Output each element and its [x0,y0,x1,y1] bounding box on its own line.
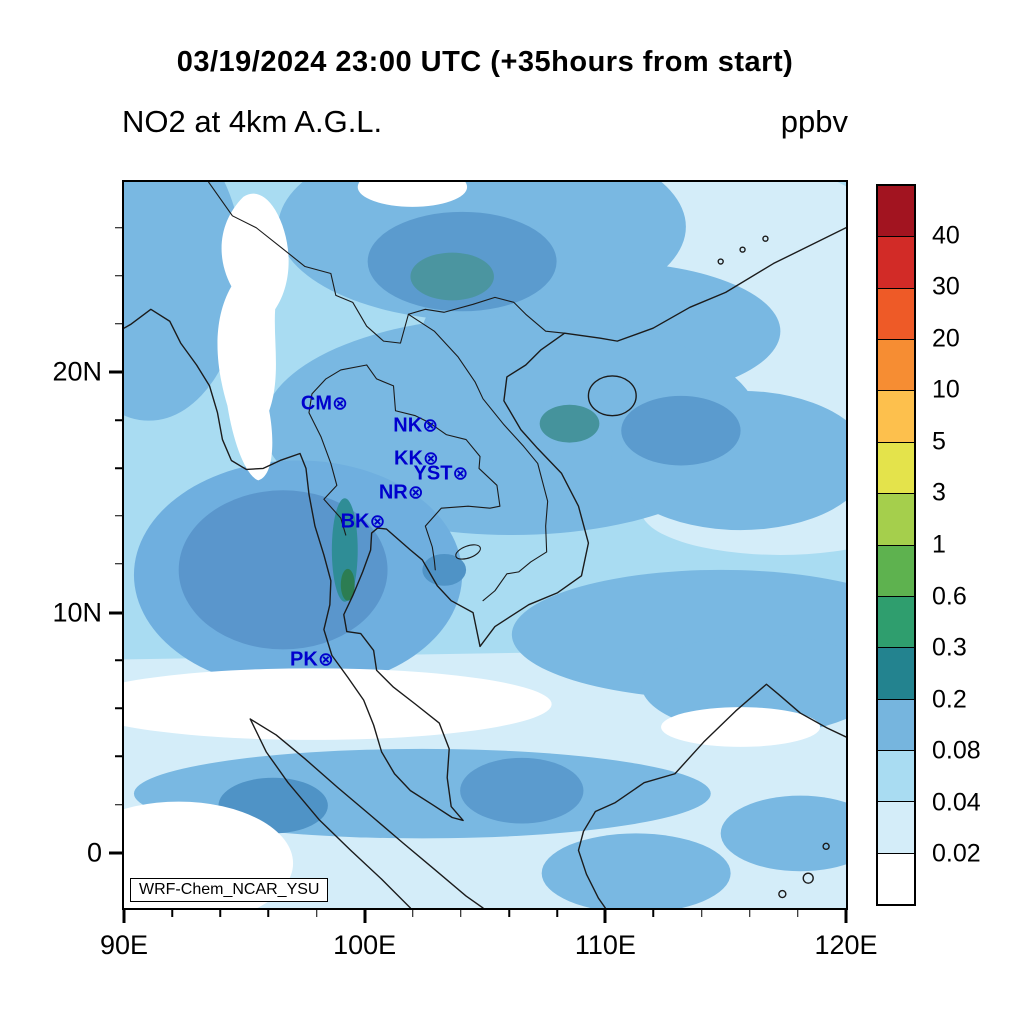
colorbar-segment [878,801,914,853]
station-kk: KK⊗ [394,447,439,470]
colorbar-label: 0.3 [932,633,967,662]
x-axis-minor-tick [749,908,751,917]
x-axis-label: 100E [333,930,397,960]
map-area: WRF-Chem_NCAR_YSU CM⊗ NK⊗ KK⊗ YST⊗ NR⊗ BK⊗ PK⊗… [52,180,878,960]
colorbar-label: 5 [932,427,946,456]
colorbar-segment [878,287,914,340]
colorbar-segment [878,186,914,237]
station-marker-icon: ⊗ [317,649,334,671]
station-label: BK [340,510,370,533]
station-label: KK [394,447,423,470]
units-label: ppbv [780,104,848,139]
station-marker-icon: ⊗ [422,448,439,470]
x-axis-major-tick [363,908,367,923]
colorbar-label: 40 [932,221,960,250]
x-axis-minor-tick [700,908,703,917]
station-cm: CM⊗ [301,393,348,416]
map-graphic [124,182,846,908]
colorbar-segment [878,339,914,391]
station-label: YST [413,462,453,485]
colorbar-segment [878,544,914,596]
colorbar-label: 0.08 [932,736,981,765]
y-axis-minor-tick [115,467,124,469]
station-label: NK [393,414,423,437]
y-axis-minor-tick [115,563,124,565]
station-pk: PK⊗ [290,648,334,671]
field-label: NO2 at 4km A.G.L. [122,104,383,139]
x-axis-label: 120E [814,930,878,960]
station-marker-icon: ⊗ [452,463,469,485]
colorbar-label: 0.04 [932,788,981,817]
y-axis-label: 10N [52,597,102,628]
colorbar-label: 3 [932,478,946,507]
colorbar-label: 20 [932,324,960,353]
x-axis-minor-tick [412,908,414,917]
station-marker-icon: ⊗ [369,511,386,533]
station-marker-icon: ⊗ [407,482,424,504]
colorbar [876,184,916,906]
colorbar-segment [878,236,914,288]
colorbar-label: 30 [932,272,960,301]
y-axis-minor-tick [115,274,124,277]
colorbar-label: 0.6 [932,582,967,611]
y-axis-minor-tick [115,659,124,662]
x-axis-minor-tick [267,908,270,917]
colorbar-segment [878,698,914,750]
y-axis-minor-tick [115,226,124,229]
y-axis-minor-tick [115,804,124,806]
colorbar-label: 1 [932,530,946,559]
colorbar-segment [878,441,914,494]
station-nr: NR⊗ [379,481,424,504]
colorbar-label: 0.2 [932,685,967,714]
colorbar-segment [878,647,914,699]
station-label: PK [290,648,318,671]
colorbar-segment [878,493,914,545]
x-axis-minor-tick [556,908,558,917]
y-axis-minor-tick [115,707,124,710]
x-axis-minor-tick [315,908,318,917]
subtitle-row: NO2 at 4km A.G.L. ppbv [122,104,848,140]
y-axis-minor-tick [115,322,124,325]
y-axis-minor-tick [115,755,124,758]
y-axis-minor-tick [115,419,124,421]
station-marker-icon: ⊗ [422,415,439,437]
y-axis-minor-tick [115,515,124,517]
y-axis-major-tick [109,611,124,615]
y-axis-major-tick [109,370,124,374]
x-axis-minor-tick [652,908,655,917]
x-axis-minor-tick [460,908,462,917]
x-axis-minor-tick [508,908,510,917]
colorbar-segment [878,595,914,648]
x-axis-label: 110E [574,930,636,960]
x-axis-major-tick [844,908,848,923]
x-axis-minor-tick [219,908,221,917]
station-label: NR [378,481,408,504]
x-axis-major-tick [603,908,607,923]
colorbar-segment [878,749,914,802]
colorbar-segment [878,390,914,442]
colorbar-label: 0.02 [932,839,981,868]
station-label: CM [300,392,332,415]
station-marker-icon: ⊗ [331,393,348,415]
colorbar-label: 10 [932,375,960,404]
y-axis-major-tick [109,851,124,855]
x-axis-minor-tick [797,908,799,917]
figure-title: 03/19/2024 23:00 UTC (+35hours from star… [176,46,794,78]
station-nk: NK⊗ [393,414,438,437]
colorbar-segment [878,852,914,905]
y-axis-label: 0 [86,837,102,868]
x-axis-label: 90E [99,930,149,960]
x-axis-minor-tick [171,908,173,917]
station-yst: YST⊗ [414,462,469,485]
model-watermark: WRF-Chem_NCAR_YSU [130,878,329,902]
station-bk: BK⊗ [341,510,386,533]
y-axis-label: 20N [52,356,102,387]
x-axis-major-tick [122,908,126,923]
